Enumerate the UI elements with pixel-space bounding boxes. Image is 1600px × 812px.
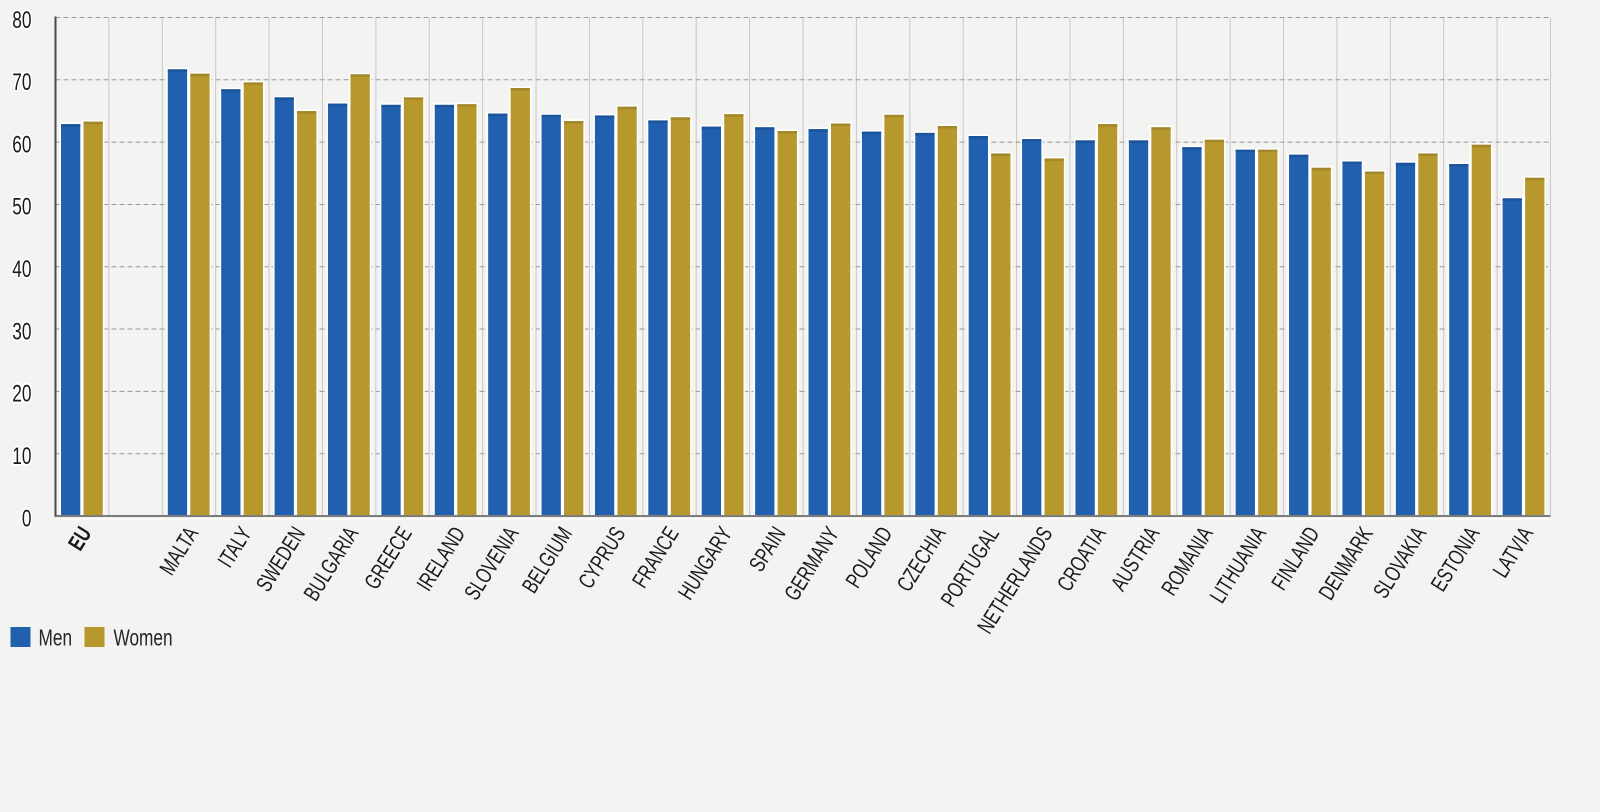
svg-text:20: 20 (12, 381, 31, 407)
svg-text:40: 40 (12, 256, 31, 282)
svg-text:50: 50 (12, 194, 31, 220)
svg-text:Women: Women (114, 626, 173, 651)
svg-text:60: 60 (12, 132, 31, 158)
svg-text:30: 30 (12, 319, 31, 345)
svg-text:0: 0 (22, 506, 32, 532)
svg-text:10: 10 (12, 443, 31, 469)
svg-text:Men: Men (39, 626, 73, 651)
svg-text:80: 80 (12, 7, 31, 33)
svg-text:70: 70 (12, 69, 31, 95)
